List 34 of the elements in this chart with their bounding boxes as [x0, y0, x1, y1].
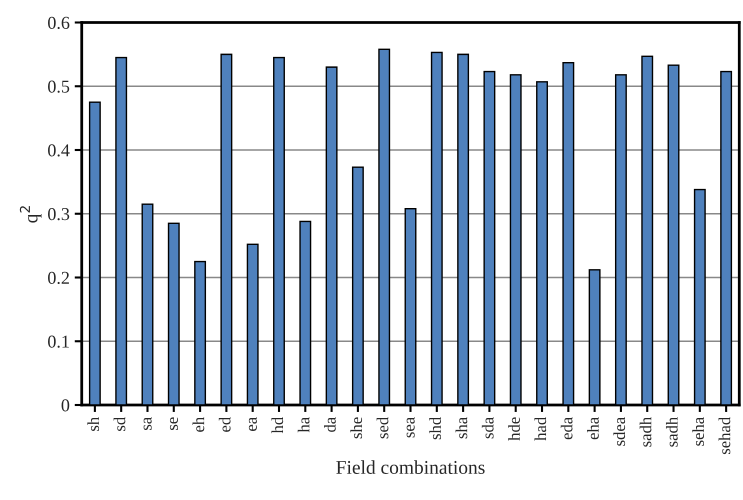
x-tick-label: da: [324, 417, 336, 432]
x-tick-label: sadh: [640, 417, 652, 447]
x-tick-label: shd: [429, 417, 441, 440]
x-tick-label: sa: [144, 417, 152, 430]
y-tick-label: 0.5: [48, 80, 70, 93]
y-tick-label: 0: [62, 399, 70, 412]
y-tick-label: 0.3: [48, 208, 70, 220]
x-tick-label: eda: [560, 417, 572, 440]
x-tick-label: sdea: [613, 417, 626, 446]
x-tick-label: sadh: [666, 417, 678, 447]
x-tick-label: ha: [298, 417, 310, 432]
x-tick-label: sh: [87, 417, 100, 431]
y-tick-label: 0.4: [48, 144, 70, 157]
x-tick-label: sda: [482, 417, 494, 438]
x-tick-label: sd: [114, 417, 126, 431]
y-tick-label: 0.6: [48, 16, 70, 30]
x-tick-label: eh: [192, 417, 204, 432]
x-tick-label: sea: [406, 417, 415, 438]
x-tick-label: se: [170, 417, 178, 430]
y-tick-label: 0.2: [48, 272, 69, 284]
x-tick-label: hd: [271, 417, 284, 434]
x-tick-label: seha: [692, 417, 704, 446]
y-tick-label: 0.1: [48, 336, 69, 348]
x-tick-label: sha: [456, 417, 468, 438]
x-tick-label: ed: [218, 417, 231, 432]
x-tick-label: ea: [248, 417, 257, 431]
x-tick-label: had: [534, 417, 546, 441]
x-tick-label: sed: [376, 417, 388, 438]
x-tick-label: she: [350, 417, 362, 438]
x-tick-label: sehad: [718, 417, 730, 454]
x-tick-label: eha: [587, 417, 599, 440]
x-tick-label: hde: [508, 417, 520, 441]
y-axis-title: q$^{2}$: [20, 206, 42, 223]
x-axis-title: Field combinations: [336, 460, 485, 474]
